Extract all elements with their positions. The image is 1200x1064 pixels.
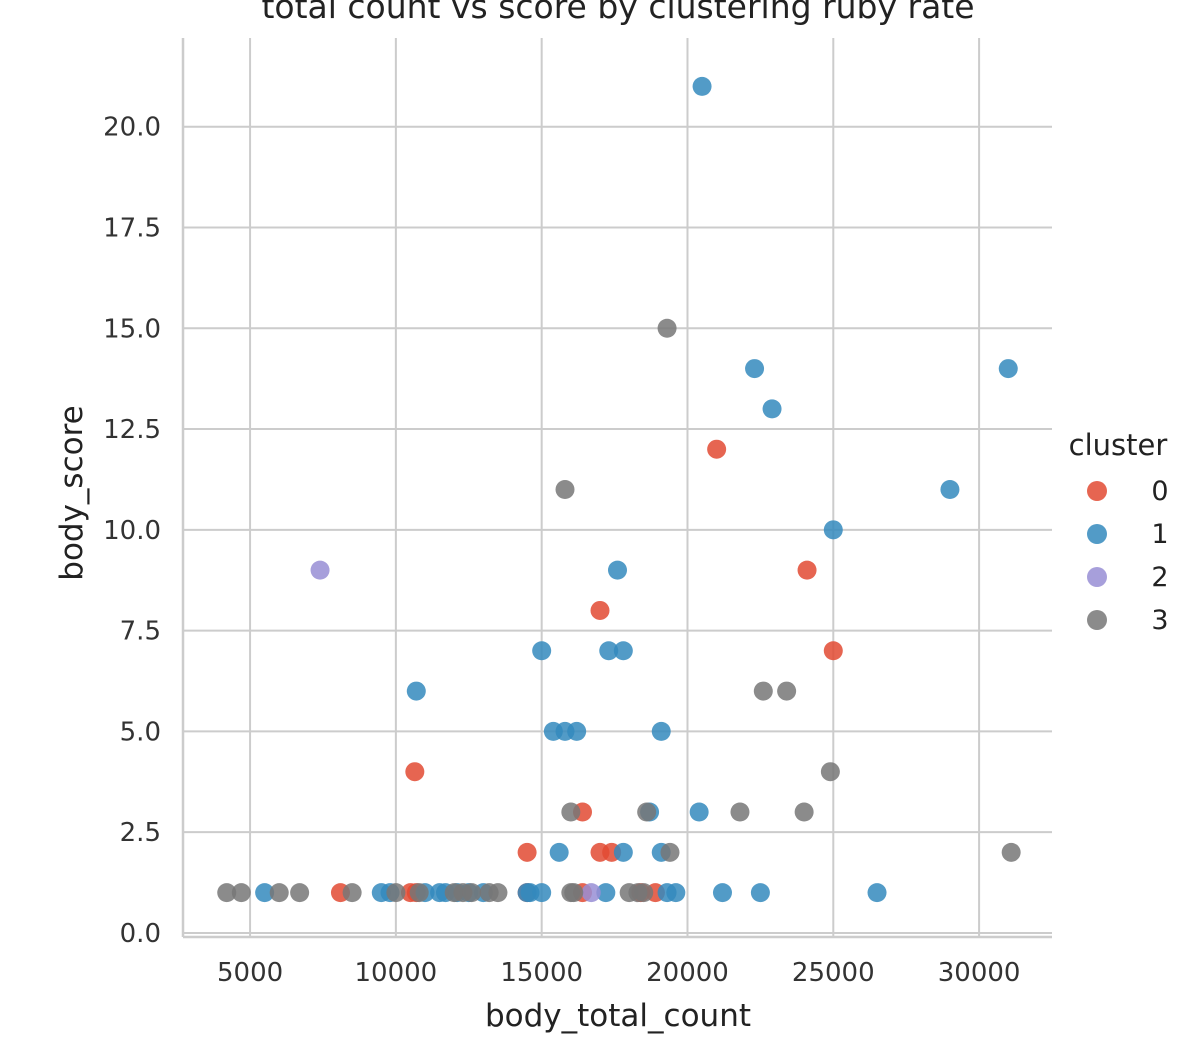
data-point-cluster-3 [409,883,429,903]
data-point-cluster-3 [820,762,840,782]
data-point-cluster-3 [217,883,237,903]
data-point-cluster-1 [549,842,569,862]
legend: cluster 0 1 2 3 [1069,428,1169,636]
legend-label-2: 2 [1151,562,1168,593]
data-point-cluster-1 [692,76,712,96]
data-point-cluster-1 [651,721,671,741]
data-point-cluster-0 [405,762,425,782]
x-tick-label: 30000 [938,958,1021,988]
data-point-cluster-1 [998,359,1018,379]
data-point-cluster-3 [561,802,581,822]
x-tick-label: 25000 [792,958,875,988]
legend-title: cluster [1069,428,1168,462]
data-point-cluster-3 [488,883,508,903]
data-point-cluster-1 [762,399,782,419]
y-tick-label: 5.0 [120,717,161,747]
data-point-cluster-1 [712,883,732,903]
data-point-cluster-1 [613,641,633,661]
legend-marker-2 [1087,567,1107,587]
y-tick-label: 2.5 [120,818,161,848]
data-point-cluster-3 [660,842,680,862]
data-point-cluster-3 [753,681,773,701]
data-point-cluster-1 [745,359,765,379]
x-tick-label: 10000 [355,958,438,988]
data-point-cluster-1 [567,721,587,741]
x-tick-labels: 5000 10000 15000 20000 25000 30000 [217,958,1020,988]
legend-items: 0 1 2 3 [1087,476,1169,636]
data-point-cluster-3 [342,883,362,903]
y-tick-label: 12.5 [103,415,161,445]
data-point-cluster-2 [310,560,330,580]
data-points [217,76,1021,903]
data-point-cluster-1 [596,883,616,903]
data-point-cluster-0 [823,641,843,661]
data-point-cluster-1 [823,520,843,540]
data-point-cluster-1 [689,802,709,822]
data-point-cluster-3 [564,883,584,903]
data-point-cluster-3 [231,883,251,903]
data-point-cluster-3 [794,802,814,822]
data-point-cluster-1 [255,883,275,903]
data-point-cluster-1 [666,883,686,903]
data-point-cluster-1 [599,641,619,661]
y-tick-label: 15.0 [103,314,161,344]
data-point-cluster-1 [532,883,552,903]
legend-marker-1 [1087,524,1107,544]
data-point-cluster-1 [940,480,960,500]
data-point-cluster-3 [634,883,654,903]
x-axis-title: body_total_count [485,998,751,1034]
legend-marker-0 [1087,481,1107,501]
data-point-cluster-0 [590,600,610,620]
axes [181,38,1052,939]
y-tick-label: 0.0 [120,919,161,949]
y-tick-label: 17.5 [103,213,161,243]
data-point-cluster-3 [462,883,482,903]
grid-lines [183,38,1052,937]
data-point-cluster-1 [613,842,633,862]
data-point-cluster-1 [867,883,887,903]
y-tick-label: 10.0 [103,516,161,546]
data-point-cluster-1 [532,641,552,661]
data-point-cluster-1 [750,883,770,903]
data-point-cluster-3 [555,480,575,500]
y-tick-label: 7.5 [120,617,161,647]
data-point-cluster-1 [608,560,627,580]
y-tick-label: 20.0 [103,113,161,143]
data-point-cluster-3 [1001,842,1021,862]
data-point-cluster-0 [707,439,727,459]
x-tick-label: 15000 [500,958,583,988]
data-point-cluster-3 [269,883,289,903]
legend-label-1: 1 [1151,519,1168,550]
legend-label-3: 3 [1151,605,1168,636]
y-axis-title: body_score [54,405,90,580]
chart-title: total count vs score by clustering ruby … [261,0,974,26]
data-point-cluster-3 [637,802,657,822]
legend-marker-3 [1087,610,1107,630]
data-point-cluster-3 [386,883,406,903]
data-point-cluster-0 [517,842,537,862]
data-point-cluster-1 [406,681,426,701]
data-point-cluster-3 [290,883,310,903]
x-tick-label: 5000 [217,958,283,988]
y-tick-labels: 0.0 2.5 5.0 7.5 10.0 12.5 15.0 17.5 20.0 [103,113,161,949]
data-point-cluster-2 [581,883,601,903]
legend-label-0: 0 [1151,476,1168,507]
data-point-cluster-3 [777,681,797,701]
data-point-cluster-3 [730,802,750,822]
data-point-cluster-0 [797,560,817,580]
x-tick-label: 20000 [646,958,729,988]
data-point-cluster-3 [657,318,677,338]
